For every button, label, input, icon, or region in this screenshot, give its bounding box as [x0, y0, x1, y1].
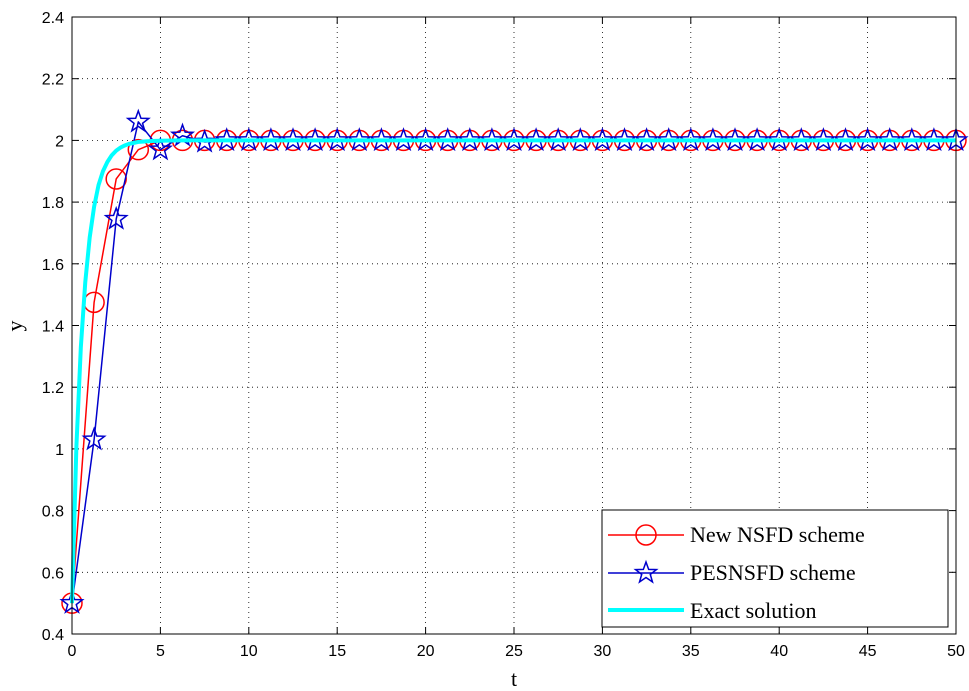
data-point-star: [722, 127, 748, 152]
legend-box: [601, 509, 949, 628]
data-point-star: [899, 127, 925, 152]
data-point-star: [302, 127, 328, 152]
legend-marker-star: [633, 559, 659, 584]
y-tick-label: 1.4: [42, 319, 64, 336]
data-point-star: [700, 127, 726, 152]
x-tick-label: 10: [240, 643, 258, 660]
y-tick-label: 0.8: [42, 504, 64, 521]
data-point-star: [125, 108, 151, 133]
data-point-star: [390, 127, 417, 152]
data-point-star: [324, 127, 350, 152]
data-point-star: [877, 127, 903, 152]
y-tick-label: 2: [55, 133, 64, 150]
y-tick-label: 2.2: [42, 72, 64, 89]
data-point-star: [744, 127, 770, 152]
data-point-star: [545, 127, 571, 152]
x-tick-label: 50: [947, 643, 965, 660]
legend-entry-exact: Exact solution: [608, 598, 816, 623]
data-point-star: [214, 127, 240, 152]
data-point-star: [435, 127, 461, 152]
data-point-star: [678, 127, 704, 152]
data-point-star: [832, 127, 859, 152]
data-point-star: [346, 127, 372, 152]
data-point-star: [280, 127, 306, 152]
legend-label-exact: Exact solution: [690, 598, 816, 623]
x-tick-labels: 0 5 10 15 20 25 30 35 40 45 50: [68, 643, 965, 660]
x-tick-label: 15: [328, 643, 346, 660]
data-point-circle: [105, 168, 127, 190]
data-point-star: [656, 127, 682, 152]
x-tick-label: 5: [156, 643, 165, 660]
x-tick-label: 35: [682, 643, 700, 660]
x-axis-label: t: [511, 666, 517, 691]
x-tick-label: 45: [859, 643, 877, 660]
y-tick-label: 0.4: [42, 627, 64, 644]
y-tick-label: 1.6: [42, 257, 64, 274]
legend-label-new-nsfd: New NSFD scheme: [690, 522, 865, 547]
data-point-star: [81, 426, 107, 451]
y-tick-label: 2.4: [42, 10, 64, 27]
data-point-star: [611, 127, 638, 152]
axis-ticks: [71, 16, 957, 635]
data-point-star: [413, 127, 439, 152]
legend-label-pesnsfd: PESNSFD scheme: [690, 560, 856, 585]
data-point-star: [634, 127, 660, 152]
data-point-star: [501, 127, 527, 152]
data-point-star: [788, 127, 814, 152]
legend-marker-circle: [635, 524, 657, 546]
data-point-circle: [127, 138, 150, 161]
x-tick-label: 40: [770, 643, 788, 660]
data-point-star: [258, 127, 284, 152]
x-tick-label: 0: [68, 643, 77, 660]
y-tick-label: 1: [55, 442, 64, 459]
y-tick-label: 1.2: [42, 380, 64, 397]
x-tick-label: 25: [505, 643, 523, 660]
data-point-star: [766, 127, 792, 152]
data-point-star: [457, 127, 483, 152]
y-axis-label: y: [2, 321, 27, 332]
legend: New NSFD scheme PESNSFD scheme Exact sol…: [601, 509, 949, 628]
data-point-star: [921, 127, 947, 152]
data-point-star: [479, 127, 505, 152]
x-tick-label: 20: [417, 643, 435, 660]
plot-frame: [71, 16, 957, 635]
y-tick-label: 1.8: [42, 195, 64, 212]
data-point-star: [810, 127, 836, 152]
data-point-star: [147, 136, 173, 161]
data-point-star: [589, 127, 615, 152]
y-tick-labels: 0.4 0.6 0.8 1 1.2 1.4 1.6 1.8 2 2.2 2.4: [42, 10, 64, 644]
data-point-star: [103, 205, 129, 230]
series-line-exact-solution: [70, 138, 956, 604]
series-layer: [59, 108, 969, 614]
data-point-star: [236, 127, 262, 152]
data-point-star: [523, 127, 549, 152]
legend-entry-pesnsfd: PESNSFD scheme: [608, 559, 856, 585]
x-tick-label: 30: [594, 643, 612, 660]
data-point-star: [368, 127, 394, 152]
data-point-star: [855, 127, 881, 152]
y-tick-label: 0.6: [42, 565, 64, 582]
data-point-star: [567, 127, 593, 152]
legend-entry-new-nsfd: New NSFD scheme: [608, 522, 865, 547]
